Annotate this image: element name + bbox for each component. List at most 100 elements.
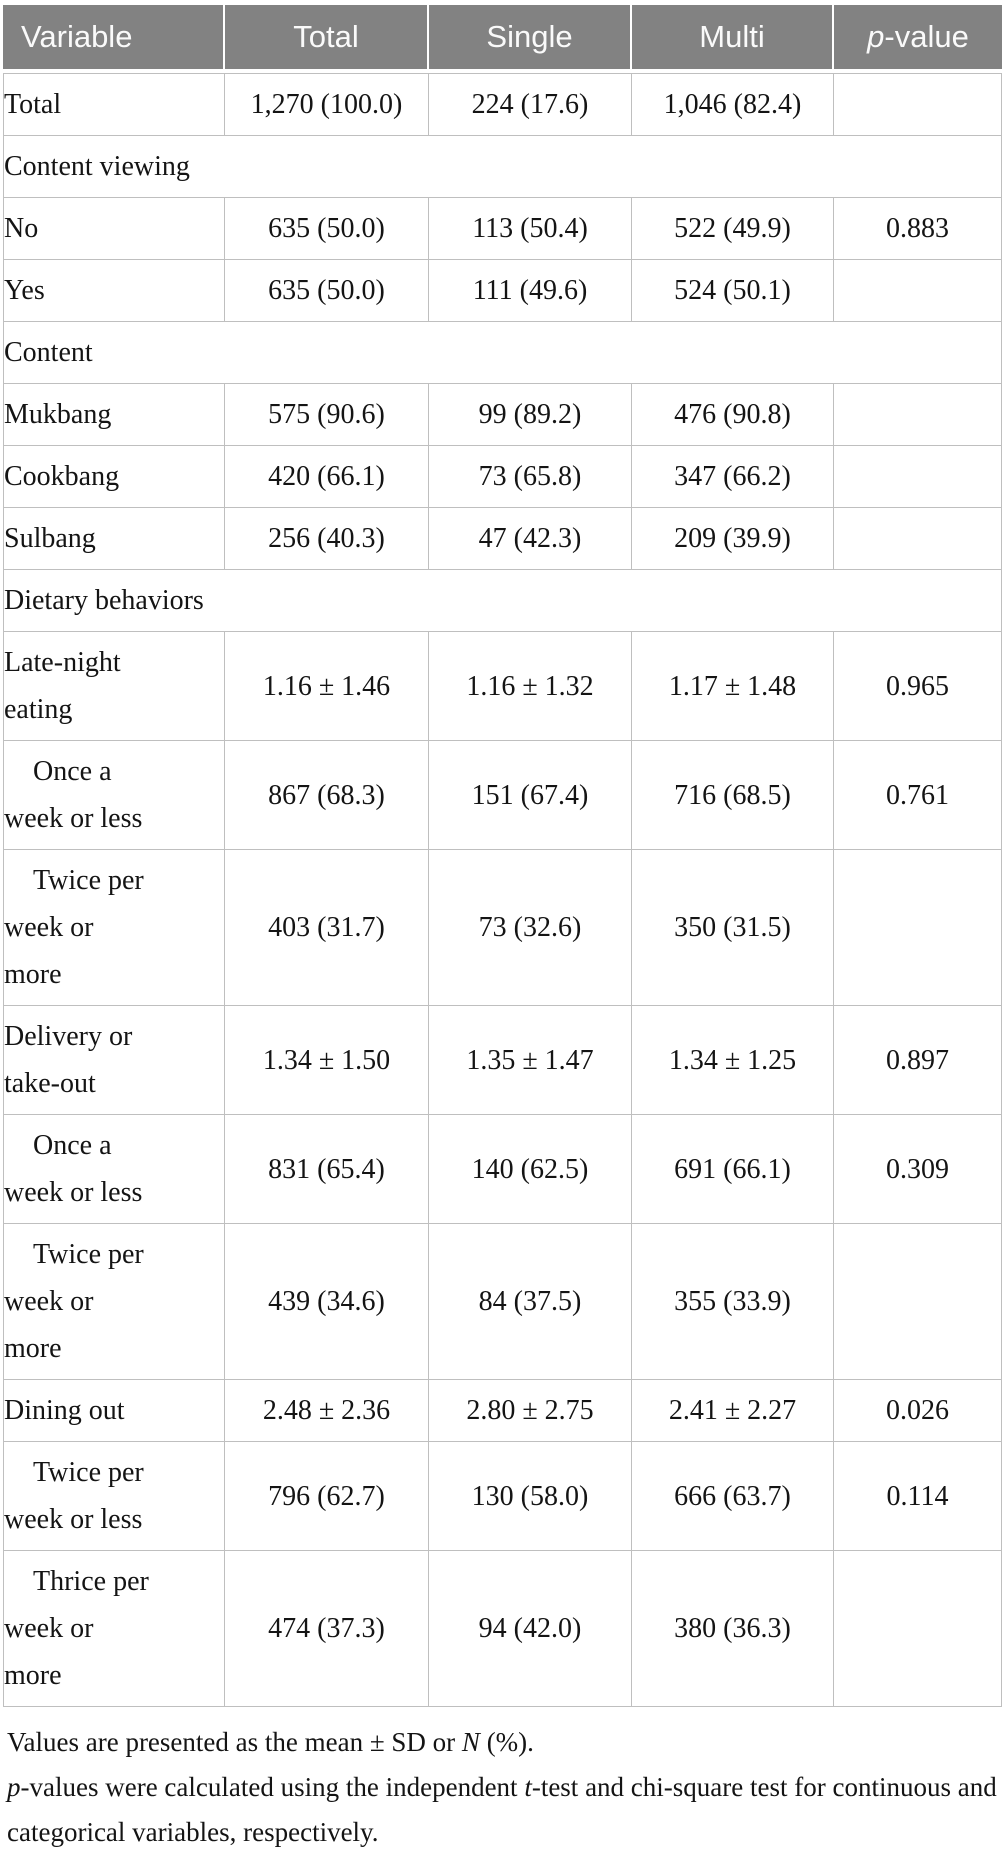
- cell-value: 666 (63.7): [632, 1442, 834, 1551]
- cell-value: [834, 1224, 1002, 1380]
- cell-value: [834, 1551, 1002, 1707]
- table-row: Mukbang 575 (90.6) 99 (89.2) 476 (90.8): [3, 384, 1002, 446]
- cell-value: 474 (37.3): [225, 1551, 429, 1707]
- table-header: Variable Total Single Multi p-value: [3, 5, 1002, 73]
- header-row: Variable Total Single Multi p-value: [3, 5, 1002, 73]
- cell-value: [834, 850, 1002, 1006]
- cell-value: 1,270 (100.0): [225, 73, 429, 136]
- cell-value: 439 (34.6): [225, 1224, 429, 1380]
- cell-value: 73 (32.6): [429, 850, 632, 1006]
- italic-text: N: [461, 1727, 480, 1757]
- cell-value: 403 (31.7): [225, 850, 429, 1006]
- cell-value: 796 (62.7): [225, 1442, 429, 1551]
- cell-value: 0.883: [834, 198, 1002, 260]
- cell-value: 522 (49.9): [632, 198, 834, 260]
- col-header-multi: Multi: [632, 5, 834, 73]
- text: Values are presented as the mean ± SD or: [7, 1727, 462, 1757]
- section-label: Content: [3, 322, 1002, 384]
- col-header-single: Single: [429, 5, 632, 73]
- col-header-total: Total: [225, 5, 429, 73]
- row-label: Yes: [3, 260, 225, 322]
- cell-value: 99 (89.2): [429, 384, 632, 446]
- cell-value: 130 (58.0): [429, 1442, 632, 1551]
- row-label: Twice per week or more: [3, 1224, 225, 1380]
- row-label: Mukbang: [3, 384, 225, 446]
- section-label: Dietary behaviors: [3, 570, 1002, 632]
- text: -values were calculated using the indepe…: [20, 1772, 525, 1802]
- cell-value: [834, 260, 1002, 322]
- table-row: Once a week or less 867 (68.3) 151 (67.4) 71…: [3, 741, 1002, 850]
- row-label: Sulbang: [3, 508, 225, 570]
- cell-value: 347 (66.2): [632, 446, 834, 508]
- row-label: Once a week or less: [3, 1115, 225, 1224]
- cell-value: 224 (17.6): [429, 73, 632, 136]
- table-footnotes: Values are presented as the mean ± SD or…: [3, 1720, 1002, 1855]
- cell-value: 831 (65.4): [225, 1115, 429, 1224]
- text: (%).: [479, 1727, 534, 1757]
- cell-value: 350 (31.5): [632, 850, 834, 1006]
- cell-value: 113 (50.4): [429, 198, 632, 260]
- cell-value: 716 (68.5): [632, 741, 834, 850]
- text: Variable: [21, 19, 133, 54]
- table-row: No 635 (50.0) 113 (50.4) 522 (49.9) 0.883: [3, 198, 1002, 260]
- section-label: Content viewing: [3, 136, 1002, 198]
- row-label: Late-night eating: [3, 632, 225, 741]
- cell-value: 1.35 ± 1.47: [429, 1006, 632, 1115]
- statistics-table: Variable Total Single Multi p-value Total 1,2…: [3, 5, 1002, 1707]
- table-row: Twice per week or more 403 (31.7) 73 (32.6) 3…: [3, 850, 1002, 1006]
- section-row: Content: [3, 322, 1002, 384]
- row-label: Twice per week or less: [3, 1442, 225, 1551]
- cell-value: 0.897: [834, 1006, 1002, 1115]
- cell-value: 84 (37.5): [429, 1224, 632, 1380]
- cell-value: 380 (36.3): [632, 1551, 834, 1707]
- text: Multi: [699, 19, 765, 54]
- row-label: Twice per week or more: [3, 850, 225, 1006]
- table-row: Twice per week or more 439 (34.6) 84 (37.5) 3…: [3, 1224, 1002, 1380]
- table-row: Twice per week or less 796 (62.7) 130 (58.0…: [3, 1442, 1002, 1551]
- table-row: Dining out 2.48 ± 2.36 2.80 ± 2.75 2.41 ± 2…: [3, 1380, 1002, 1442]
- italic-text: p: [7, 1772, 21, 1802]
- cell-value: 94 (42.0): [429, 1551, 632, 1707]
- col-header-variable: Variable: [3, 5, 225, 73]
- cell-value: [834, 384, 1002, 446]
- cell-value: 256 (40.3): [225, 508, 429, 570]
- table-row: Total 1,270 (100.0) 224 (17.6) 1,046 (82.4): [3, 73, 1002, 136]
- cell-value: [834, 73, 1002, 136]
- table-body: Total 1,270 (100.0) 224 (17.6) 1,046 (82.4)…: [3, 73, 1002, 1707]
- cell-value: 2.48 ± 2.36: [225, 1380, 429, 1442]
- row-label: Delivery or take-out: [3, 1006, 225, 1115]
- text: Single: [486, 19, 573, 54]
- table-row: Sulbang 256 (40.3) 47 (42.3) 209 (39.9): [3, 508, 1002, 570]
- text: -test and chi-square test for continuous…: [7, 1772, 997, 1847]
- row-label: Dining out: [3, 1380, 225, 1442]
- cell-value: 0.309: [834, 1115, 1002, 1224]
- table-row: Once a week or less 831 (65.4) 140 (62.5) 69…: [3, 1115, 1002, 1224]
- row-label: Cookbang: [3, 446, 225, 508]
- cell-value: 355 (33.9): [632, 1224, 834, 1380]
- cell-value: [834, 446, 1002, 508]
- cell-value: [834, 508, 1002, 570]
- cell-value: 420 (66.1): [225, 446, 429, 508]
- row-label: Once a week or less: [3, 741, 225, 850]
- text: Total: [293, 19, 359, 54]
- cell-value: 1.34 ± 1.25: [632, 1006, 834, 1115]
- italic-text: t: [524, 1772, 532, 1802]
- section-row: Dietary behaviors: [3, 570, 1002, 632]
- italic-text: p: [867, 19, 885, 54]
- cell-value: 0.114: [834, 1442, 1002, 1551]
- cell-value: 1.16 ± 1.46: [225, 632, 429, 741]
- cell-value: 476 (90.8): [632, 384, 834, 446]
- table-row: Late-night eating 1.16 ± 1.46 1.16 ± 1.32 1.…: [3, 632, 1002, 741]
- section-row: Content viewing: [3, 136, 1002, 198]
- footnote: p-values were calculated using the indep…: [7, 1765, 998, 1855]
- cell-value: 0.965: [834, 632, 1002, 741]
- cell-value: 0.761: [834, 741, 1002, 850]
- cell-value: 209 (39.9): [632, 508, 834, 570]
- cell-value: 867 (68.3): [225, 741, 429, 850]
- cell-value: 1.16 ± 1.32: [429, 632, 632, 741]
- text: -value: [884, 19, 969, 54]
- cell-value: 635 (50.0): [225, 198, 429, 260]
- cell-value: 1,046 (82.4): [632, 73, 834, 136]
- cell-value: 111 (49.6): [429, 260, 632, 322]
